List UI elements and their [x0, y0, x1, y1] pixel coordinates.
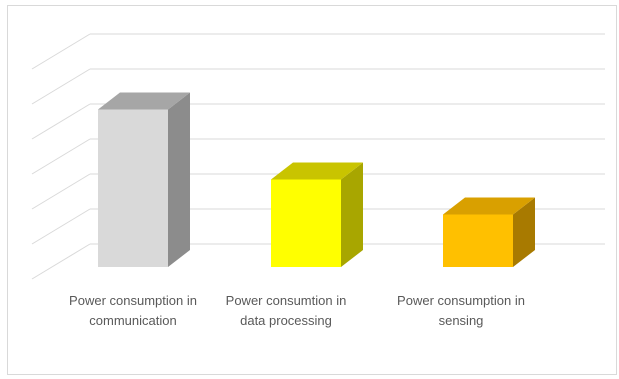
x-tick-label-line: Power consumption in [397, 293, 525, 308]
bar [271, 162, 363, 267]
bar-side [341, 162, 363, 267]
gridline-depth [31, 173, 91, 210]
x-tick-label: Power consumption in sensing [397, 293, 525, 328]
gridline-depth [31, 103, 91, 140]
bar-side [513, 197, 535, 267]
gridline-depth [31, 68, 91, 105]
bar-front [271, 179, 341, 267]
x-tick-label-line: data processing [240, 313, 332, 328]
x-tick-label-line: Power consumption in [69, 293, 197, 308]
bar-top [443, 197, 535, 215]
bar-front [98, 109, 168, 267]
x-tick-label-line: Power consumtion in [226, 293, 347, 308]
gridline-depth [31, 243, 91, 280]
bar-front [443, 214, 513, 267]
bar [443, 197, 535, 267]
bars [98, 92, 535, 267]
bar [98, 92, 190, 267]
x-tick-label-line: communication [89, 313, 176, 328]
x-tick-label-line: sensing [439, 313, 484, 328]
bar-top [98, 92, 190, 110]
x-tick-label: Power consumption in communication [69, 293, 197, 328]
gridline-depth [31, 138, 91, 175]
gridline-depth [31, 208, 91, 245]
bar-top [271, 162, 363, 180]
x-tick-label: Power consumtion in data processing [226, 293, 347, 328]
bar-side [168, 92, 190, 267]
gridline-depth [31, 33, 91, 70]
